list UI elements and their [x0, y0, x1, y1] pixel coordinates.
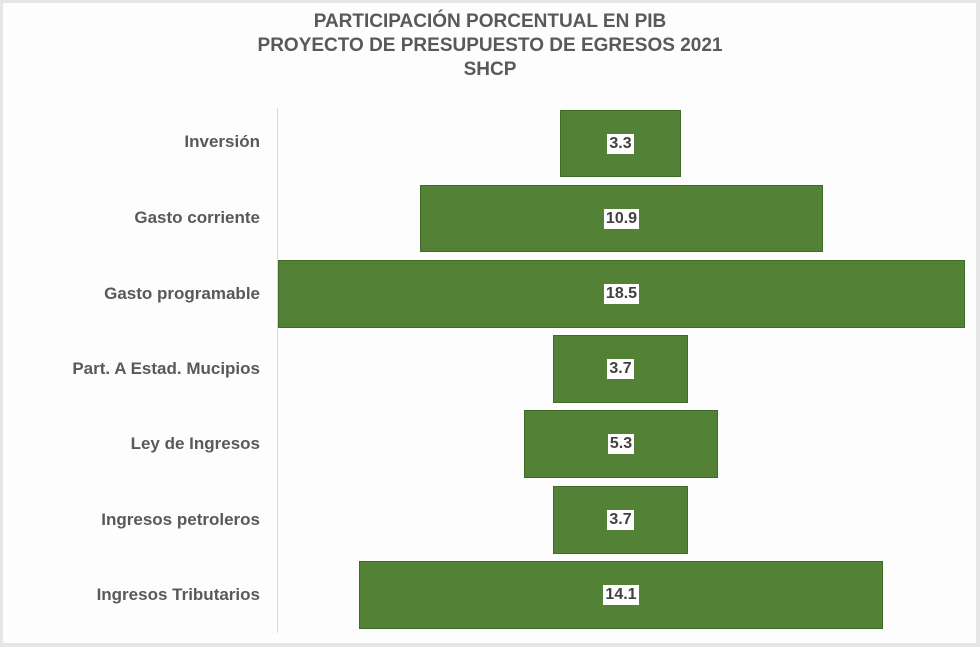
category-label: Ingresos petroleros — [101, 510, 260, 529]
data-label: 5.3 — [607, 434, 635, 454]
data-label: 10.9 — [603, 208, 640, 229]
bar-part-estados-municipios: 3.7 — [553, 335, 688, 403]
data-label: 14.1 — [603, 585, 639, 605]
bar-ley-de-ingresos: 5.3 — [524, 410, 718, 478]
title-line-2: PROYECTO DE PRESUPUESTO DE EGRESOS 2021 — [257, 35, 723, 56]
title-line-3: SHCP — [463, 59, 517, 80]
bar-gasto-corriente: 10.9 — [420, 185, 823, 252]
category-label: Gasto programable — [104, 284, 260, 303]
title-line-1: PARTICIPACIÓN PORCENTUAL EN PIB — [313, 11, 667, 32]
chart-title: PARTICIPACIÓN PORCENTUAL EN PIB PROYECTO… — [0, 10, 980, 82]
category-label: Gasto corriente — [134, 208, 260, 227]
data-label: 3.7 — [607, 359, 634, 379]
category-label: Ingresos Tributarios — [96, 585, 260, 604]
data-label: 3.7 — [607, 510, 634, 530]
category-label: Ley de Ingresos — [130, 434, 260, 453]
bar-gasto-programable: 18.5 — [278, 260, 965, 328]
category-label: Part. A Estad. Mucipios — [72, 359, 260, 378]
data-label: 3.3 — [607, 133, 634, 154]
category-label: Inversión — [184, 132, 260, 151]
bar-ingresos-tributarios: 14.1 — [359, 561, 883, 629]
data-label: 18.5 — [603, 284, 640, 304]
bar-inversion: 3.3 — [560, 110, 681, 177]
bar-ingresos-petroleros: 3.7 — [553, 486, 688, 554]
category-axis-line — [277, 108, 278, 633]
